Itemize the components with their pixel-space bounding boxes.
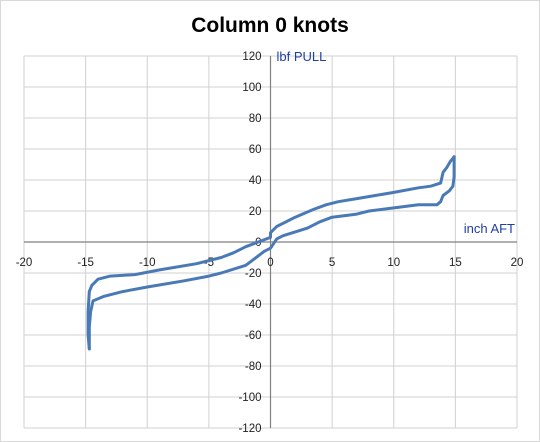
x-tick-label: 20	[511, 257, 524, 269]
x-tick-label: -10	[139, 257, 156, 269]
y-tick-label: 80	[249, 113, 262, 125]
x-axis-label: inch AFT	[464, 221, 515, 236]
x-tick-label: 15	[449, 257, 462, 269]
data-series	[86, 155, 456, 351]
x-tick-label: 5	[329, 257, 335, 269]
y-tick-label: 60	[249, 144, 262, 156]
y-axis-label: lbf PULL	[277, 49, 327, 64]
y-tick-label: 20	[249, 206, 262, 218]
x-tick-label: 0	[267, 257, 273, 269]
y-tick-label: -100	[238, 392, 261, 404]
chart-title: Column 0 knots	[191, 14, 349, 37]
y-tick-label: -120	[238, 423, 261, 435]
y-tick-label: 40	[249, 175, 262, 187]
tick-labels: -20 -15 -10 -5 0 5 10 15 20120100806040200-20-40…	[16, 51, 524, 435]
x-tick-label: 10	[387, 257, 400, 269]
series-line-1	[87, 155, 456, 351]
x-tick-label: -15	[77, 257, 94, 269]
y-tick-label: -60	[245, 330, 262, 342]
x-tick-label: -20	[16, 257, 33, 269]
y-tick-label: 100	[242, 82, 261, 94]
series-line-2	[86, 155, 456, 351]
y-tick-label: -80	[245, 361, 262, 373]
axes	[24, 56, 517, 428]
x-tick-label: -5	[204, 257, 214, 269]
y-tick-label: -40	[245, 299, 262, 311]
y-tick-label: -20	[245, 268, 262, 280]
y-tick-label: 120	[242, 51, 261, 63]
